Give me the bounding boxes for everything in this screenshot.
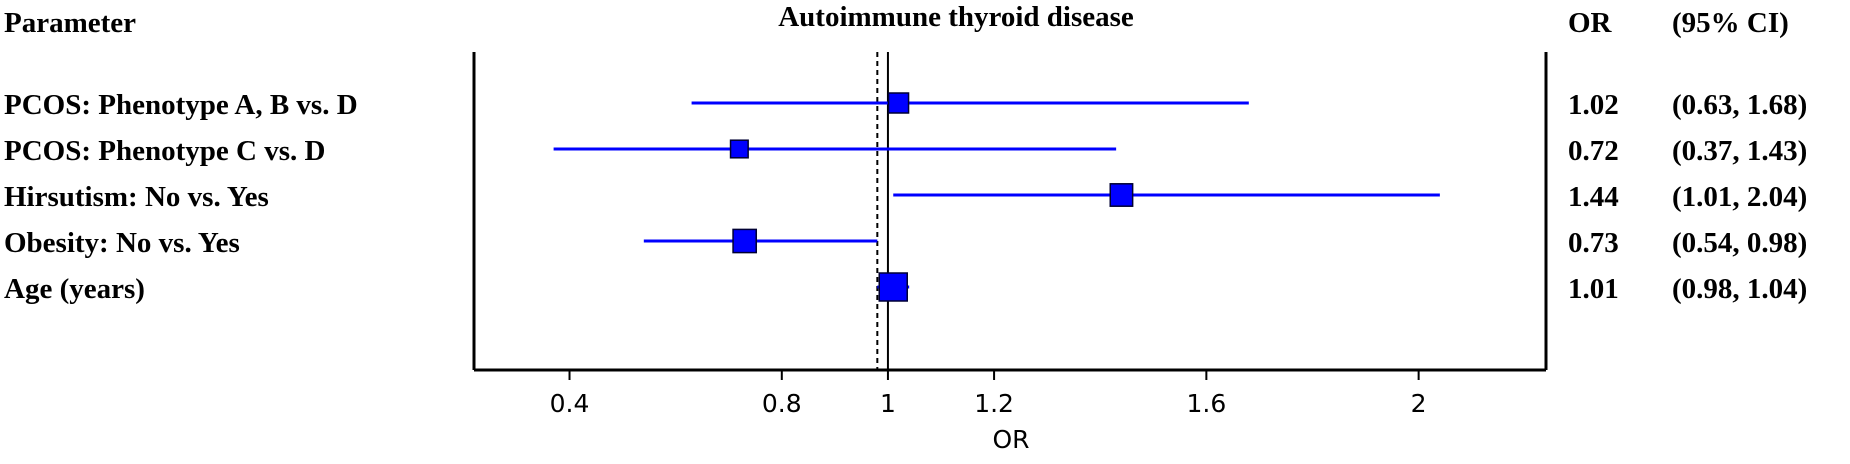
row-or-value: 1.02 — [1568, 89, 1619, 121]
forest-row: PCOS: Phenotype A, B vs. D 1.02 (0.63, 1.6… — [4, 89, 1807, 121]
or-marker — [878, 272, 908, 302]
row-ci-value: (0.54, 0.98) — [1672, 227, 1807, 259]
row-or-value: 0.73 — [1568, 227, 1619, 259]
parameter-header: Parameter — [4, 7, 136, 39]
x-tick-label: 0.4 — [550, 389, 590, 418]
forest-row: PCOS: Phenotype C vs. D 0.72 (0.37, 1.43) — [4, 135, 1807, 167]
forest-row: Age (years) 1.01 (0.98, 1.04) — [4, 272, 1807, 305]
or-marker — [729, 139, 749, 159]
row-label: Age (years) — [4, 273, 145, 305]
or-marker — [887, 92, 910, 114]
row-or-value: 1.44 — [1568, 181, 1619, 213]
row-ci-value: (0.98, 1.04) — [1672, 273, 1807, 305]
x-tick-label: 0.8 — [762, 389, 802, 418]
row-ci-value: (0.63, 1.68) — [1672, 89, 1807, 121]
row-label: PCOS: Phenotype C vs. D — [4, 135, 325, 167]
plot-title: Autoimmune thyroid disease — [778, 1, 1134, 33]
ci-header: (95% CI) — [1672, 7, 1789, 39]
forest-row: Obesity: No vs. Yes 0.73 (0.54, 0.98) — [4, 227, 1807, 259]
x-tick-label: 1 — [880, 389, 896, 418]
or-marker — [1109, 183, 1134, 207]
reference-lines — [876, 52, 889, 370]
row-ci-value: (0.37, 1.43) — [1672, 135, 1807, 167]
x-tick-label: 2 — [1411, 389, 1427, 418]
x-tick-label: 1.2 — [974, 389, 1014, 418]
row-or-value: 1.01 — [1568, 273, 1619, 305]
row-ci-value: (1.01, 2.04) — [1672, 181, 1807, 213]
row-label: PCOS: Phenotype A, B vs. D — [4, 89, 358, 121]
or-header: OR — [1568, 7, 1613, 39]
row-label: Obesity: No vs. Yes — [4, 227, 240, 259]
forest-rows: PCOS: Phenotype A, B vs. D 1.02 (0.63, 1.6… — [4, 89, 1807, 305]
row-label: Hirsutism: No vs. Yes — [4, 181, 269, 213]
row-or-value: 0.72 — [1568, 135, 1619, 167]
x-axis-ticks: 0.4 0.8 1 1.2 1.6 2 — [550, 370, 1427, 418]
x-axis-label: OR — [992, 425, 1029, 454]
forest-row: Hirsutism: No vs. Yes 1.44 (1.01, 2.04) — [4, 181, 1807, 213]
x-tick-label: 1.6 — [1186, 389, 1226, 418]
or-marker — [732, 228, 758, 254]
